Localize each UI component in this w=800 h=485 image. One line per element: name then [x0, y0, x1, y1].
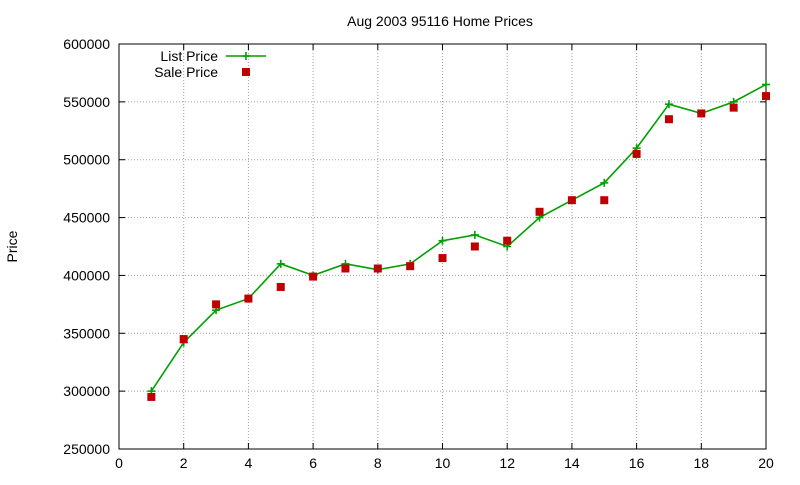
sale-price-point [438, 254, 447, 263]
y-axis-label: Price [4, 230, 20, 262]
sale-price-point [535, 207, 544, 216]
legend-swatch-marker [242, 68, 250, 76]
sale-price-point [632, 149, 641, 158]
x-tick-label: 12 [499, 455, 515, 471]
legend-swatch-marker [242, 52, 250, 60]
x-tick-label: 0 [115, 455, 123, 471]
x-tick-label: 10 [435, 455, 451, 471]
y-tick-label: 450000 [63, 210, 110, 226]
sale-price-point [729, 103, 738, 112]
list-price-line [150, 83, 767, 392]
sale-price-point [244, 294, 253, 303]
sale-price-point [147, 392, 156, 401]
y-tick-label: 250000 [63, 441, 110, 457]
sale-price-point [503, 236, 512, 245]
axis-ticks: 0 2 4 6 8 10 12 14 16 18 20 250000 300000 350000 40000… [63, 36, 774, 471]
sale-price-point [373, 264, 382, 273]
sale-price-point [762, 92, 770, 101]
x-tick-label: 2 [180, 455, 188, 471]
y-tick-label: 500000 [63, 152, 110, 168]
sale-price-point [697, 109, 706, 118]
sale-price-point [600, 196, 609, 205]
x-tick-label: 20 [758, 455, 774, 471]
x-tick-label: 18 [694, 455, 710, 471]
chart-title: Aug 2003 95116 Home Prices [347, 13, 533, 29]
series-layer [147, 80, 770, 401]
list-price-point [470, 230, 479, 239]
list-price-point [664, 100, 673, 109]
sale-price-point [341, 264, 350, 273]
x-tick-label: 6 [309, 455, 317, 471]
sale-price-point [470, 242, 479, 251]
sale-price-point [406, 262, 415, 271]
y-tick-label: 600000 [63, 36, 110, 52]
sale-price-point [567, 196, 576, 205]
x-tick-label: 16 [629, 455, 645, 471]
sale-price-point [276, 283, 285, 291]
legend-label: Sale Price [154, 64, 218, 80]
x-tick-label: 14 [564, 455, 580, 471]
y-tick-label: 400000 [63, 267, 110, 283]
sale-price-point [212, 300, 221, 309]
sale-price-point [179, 335, 188, 344]
list-price-point [438, 236, 447, 245]
legend-label: List Price [160, 48, 218, 64]
list-price-point [762, 80, 770, 89]
y-tick-label: 300000 [63, 383, 110, 399]
x-tick-label: 4 [245, 455, 253, 471]
sale-price-point [309, 272, 318, 281]
x-tick-label: 8 [374, 455, 382, 471]
y-tick-label: 550000 [63, 94, 110, 110]
sale-price-point [664, 115, 673, 124]
list-price-point [276, 259, 285, 268]
list-price-point [600, 178, 609, 187]
y-tick-label: 350000 [63, 325, 110, 341]
